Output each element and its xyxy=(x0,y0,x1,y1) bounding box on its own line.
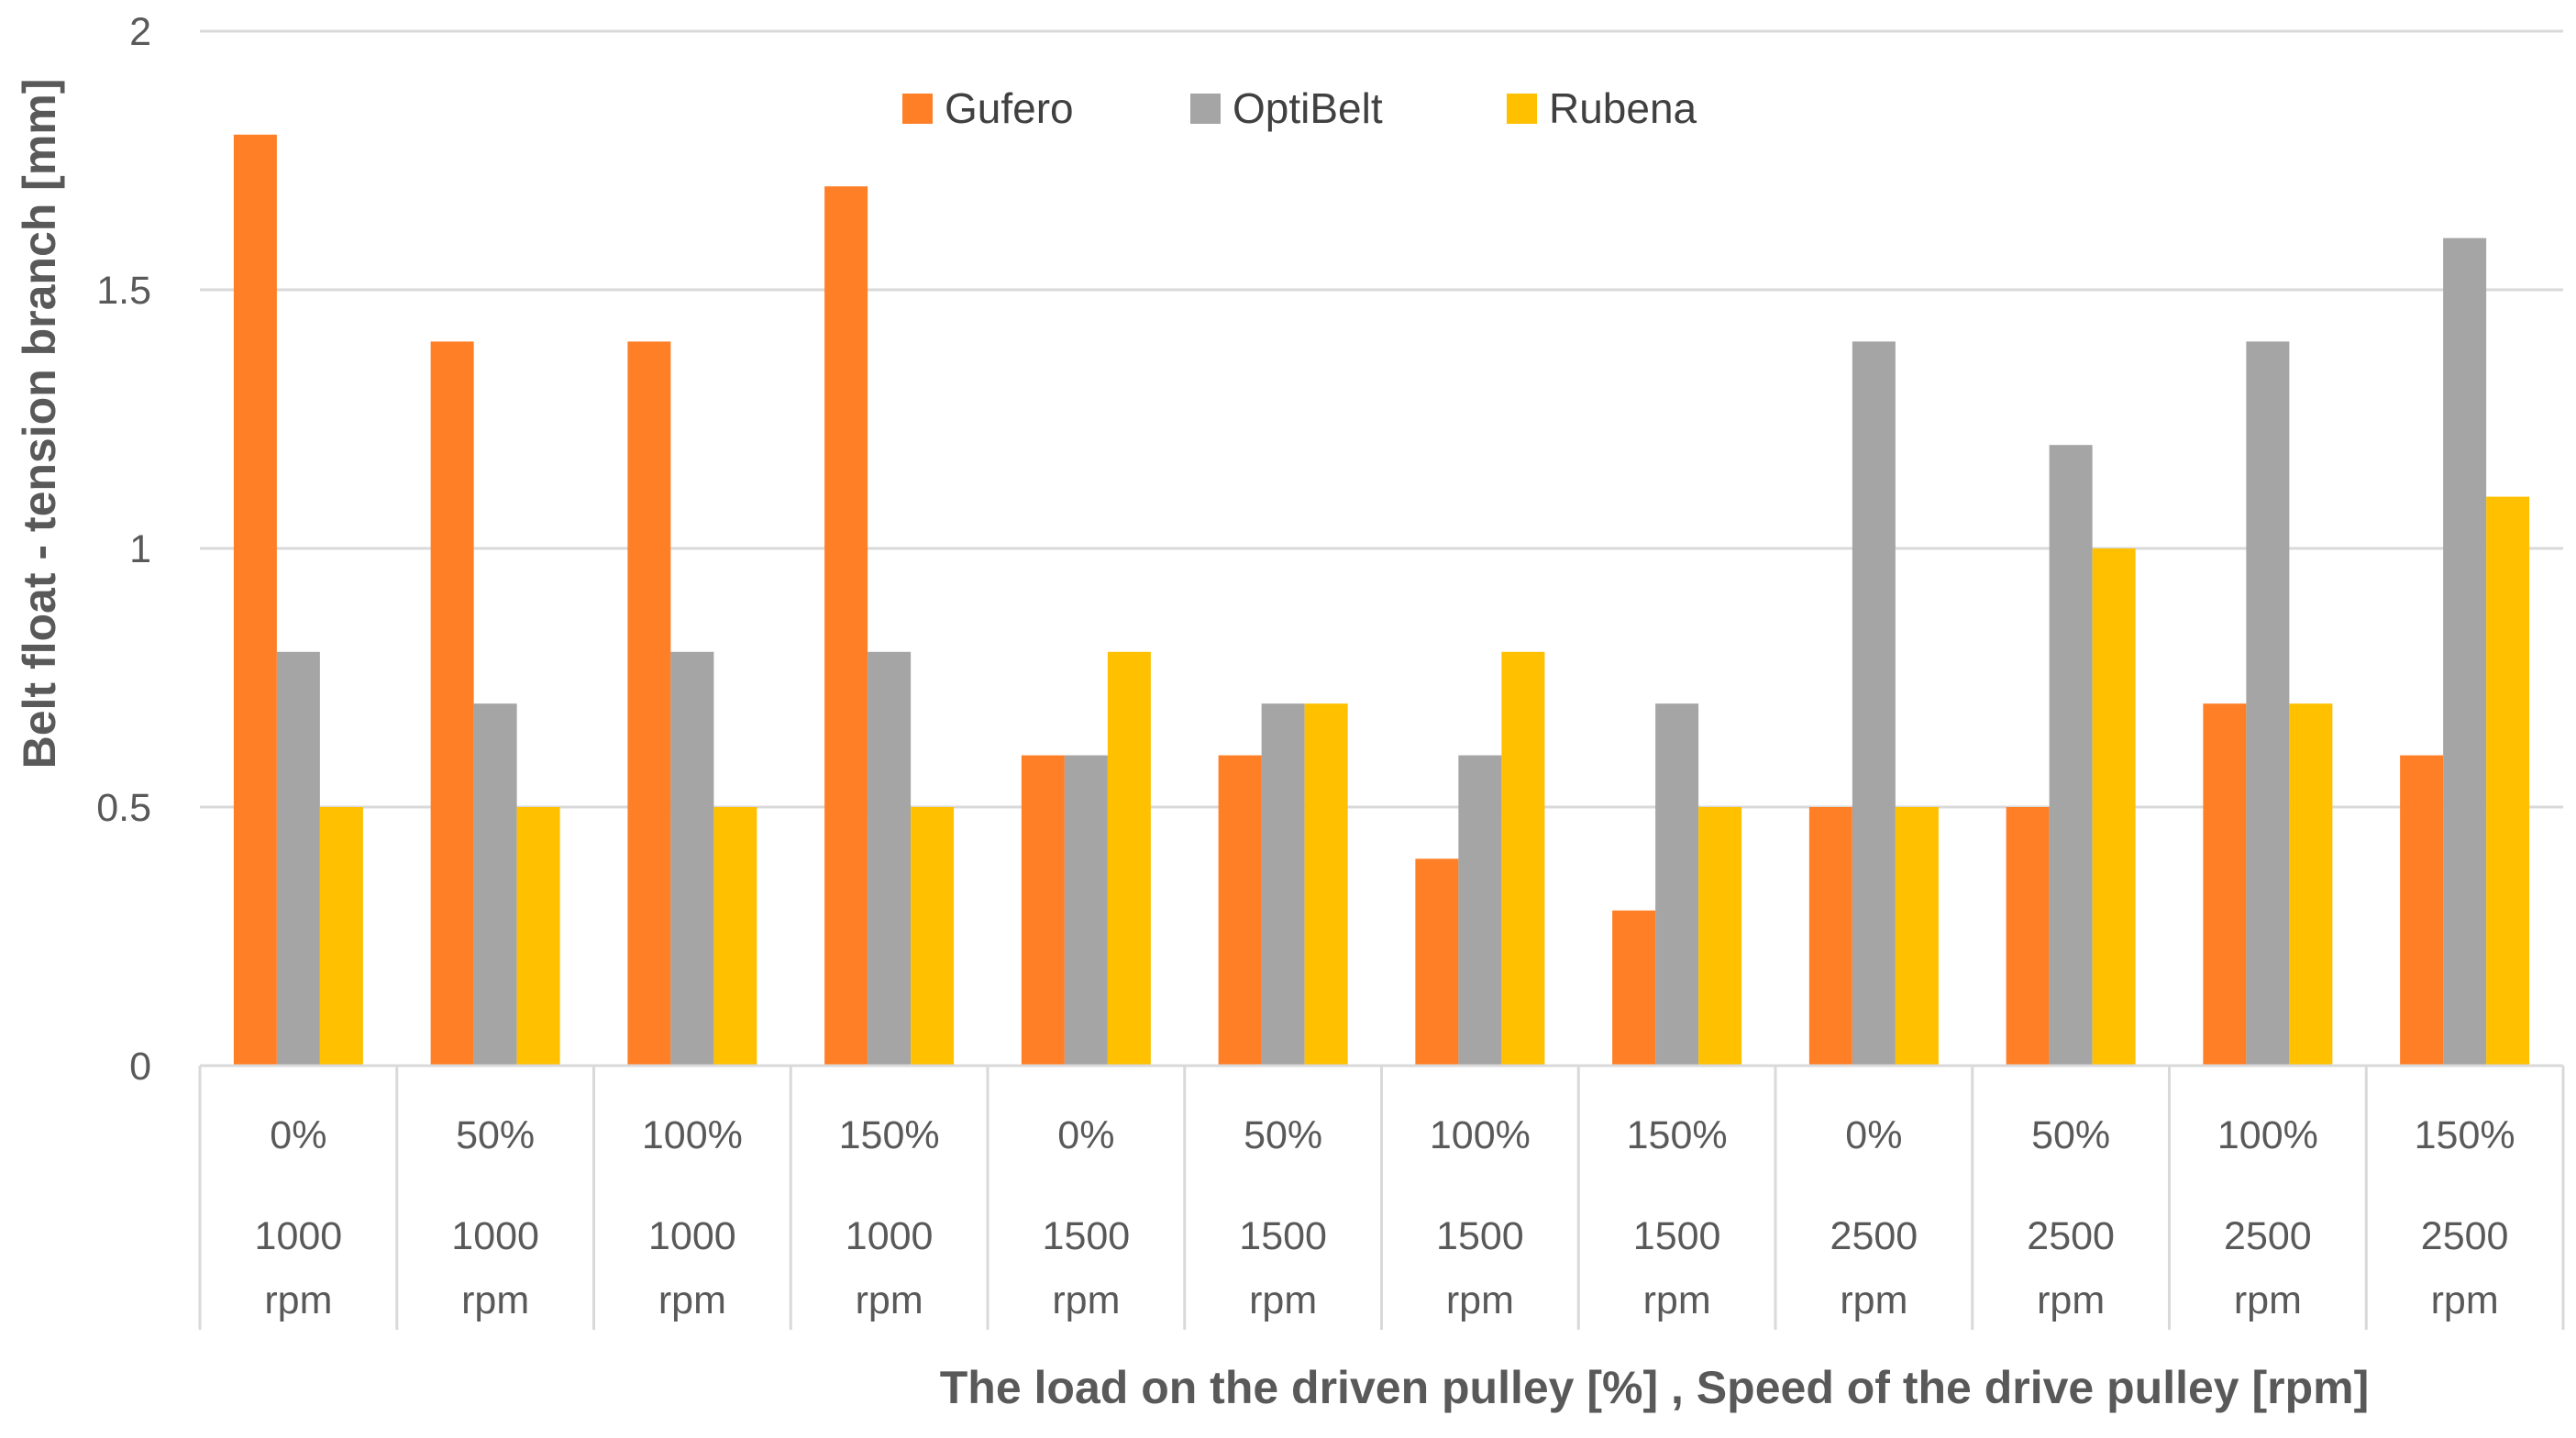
x-axis-title: The load on the driven pulley [%] , Spee… xyxy=(940,1362,2370,1413)
gridlines xyxy=(200,29,2563,809)
bar-gufero-6 xyxy=(1218,755,1262,1066)
bar-gufero-9 xyxy=(1808,807,1852,1066)
x-category-load: 0% xyxy=(1845,1113,1902,1157)
bar-rubena-3 xyxy=(713,807,757,1066)
bar-rubena-9 xyxy=(1895,807,1939,1066)
bar-optibelt-3 xyxy=(670,651,714,1066)
bar-gufero-10 xyxy=(2006,807,2050,1066)
bar-optibelt-1 xyxy=(276,651,320,1066)
bar-optibelt-2 xyxy=(473,703,517,1066)
y-axis-ticks: 0 0.5 1 1.5 2 xyxy=(96,10,151,1089)
y-tick-label: 2 xyxy=(129,10,151,54)
bar-gufero-7 xyxy=(1415,858,1459,1066)
x-category-unit: rpm xyxy=(2431,1278,2499,1322)
bar-gufero-4 xyxy=(824,186,868,1066)
x-category-speed: 2500 xyxy=(1830,1214,1918,1258)
bar-optibelt-11 xyxy=(2246,341,2290,1066)
x-category-load: 150% xyxy=(839,1113,940,1157)
y-tick-label: 1.5 xyxy=(96,269,151,313)
bar-optibelt-4 xyxy=(868,651,912,1066)
x-category-unit: rpm xyxy=(658,1278,726,1322)
y-tick-label: 0 xyxy=(129,1045,151,1089)
x-category-unit: rpm xyxy=(2037,1278,2105,1322)
x-category-load: 100% xyxy=(642,1113,743,1157)
legend-swatch-gufero xyxy=(902,94,933,124)
bar-rubena-1 xyxy=(319,807,363,1066)
x-category-load: 50% xyxy=(2031,1113,2110,1157)
x-category-speed: 1500 xyxy=(1633,1214,1721,1258)
bar-rubena-4 xyxy=(911,807,955,1066)
x-category-unit: rpm xyxy=(2234,1278,2302,1322)
bar-gufero-1 xyxy=(233,134,277,1067)
x-category-unit: rpm xyxy=(1446,1278,1514,1322)
bar-optibelt-6 xyxy=(1261,703,1305,1066)
x-category-load: 50% xyxy=(1244,1113,1322,1157)
x-category-speed: 1000 xyxy=(255,1214,343,1258)
x-category-unit: rpm xyxy=(1643,1278,1711,1322)
x-category-load: 0% xyxy=(270,1113,326,1157)
y-tick-label: 1 xyxy=(129,527,151,571)
x-axis: 0% 1000 rpm 50% 1000 rpm 100% 1000 rpm 150% 1000 rp… xyxy=(198,1064,2565,1330)
x-category-speed: 1500 xyxy=(1043,1214,1131,1258)
bar-gufero-8 xyxy=(1612,910,1656,1066)
bar-rubena-6 xyxy=(1304,703,1348,1066)
x-category-load: 150% xyxy=(1627,1113,1728,1157)
legend-swatch-optibelt xyxy=(1190,94,1221,124)
y-tick-label: 0.5 xyxy=(96,786,151,830)
x-category-unit: rpm xyxy=(264,1278,332,1322)
x-category-unit: rpm xyxy=(1840,1278,1907,1322)
bar-optibelt-7 xyxy=(1458,755,1502,1066)
legend: Gufero OptiBelt Rubena xyxy=(902,84,1697,132)
x-category-load: 100% xyxy=(1430,1113,1531,1157)
x-category-unit: rpm xyxy=(1249,1278,1317,1322)
x-category-speed: 1500 xyxy=(1436,1214,1524,1258)
bar-gufero-5 xyxy=(1021,755,1065,1066)
legend-swatch-rubena xyxy=(1507,94,1537,124)
x-category-speed: 1500 xyxy=(1239,1214,1327,1258)
x-category-speed: 1000 xyxy=(648,1214,736,1258)
y-axis-title: Belt float - tension branch [mm] xyxy=(14,79,65,769)
bar-gufero-2 xyxy=(430,341,474,1066)
bar-rubena-10 xyxy=(2092,548,2136,1066)
x-category-unit: rpm xyxy=(856,1278,923,1322)
bar-optibelt-5 xyxy=(1064,755,1108,1066)
bar-optibelt-9 xyxy=(1852,341,1896,1066)
bar-rubena-11 xyxy=(2289,703,2333,1066)
x-category-load: 0% xyxy=(1057,1113,1114,1157)
x-category-speed: 2500 xyxy=(2027,1214,2115,1258)
bar-rubena-2 xyxy=(516,807,560,1066)
bar-rubena-7 xyxy=(1501,651,1545,1066)
bar-rubena-5 xyxy=(1107,651,1151,1066)
legend-label-optibelt: OptiBelt xyxy=(1233,84,1383,132)
x-category-speed: 2500 xyxy=(2224,1214,2312,1258)
x-category-unit: rpm xyxy=(461,1278,529,1322)
legend-label-gufero: Gufero xyxy=(945,84,1074,132)
x-category-load: 50% xyxy=(456,1113,535,1157)
x-category-unit: rpm xyxy=(1052,1278,1120,1322)
bar-optibelt-10 xyxy=(2049,445,2093,1066)
legend-label-rubena: Rubena xyxy=(1549,84,1697,132)
x-category-load: 150% xyxy=(2415,1113,2515,1157)
bar-rubena-8 xyxy=(1698,807,1742,1066)
bars xyxy=(233,134,2530,1067)
x-category-speed: 2500 xyxy=(2421,1214,2509,1258)
bar-gufero-3 xyxy=(627,341,671,1066)
x-category-load: 100% xyxy=(2217,1113,2318,1157)
bar-optibelt-8 xyxy=(1655,703,1699,1066)
bar-gufero-11 xyxy=(2203,703,2247,1066)
bar-rubena-12 xyxy=(2486,496,2530,1066)
x-category-speed: 1000 xyxy=(846,1214,934,1258)
bar-gufero-12 xyxy=(2400,755,2444,1066)
x-category-speed: 1000 xyxy=(451,1214,539,1258)
bar-optibelt-12 xyxy=(2443,238,2487,1067)
